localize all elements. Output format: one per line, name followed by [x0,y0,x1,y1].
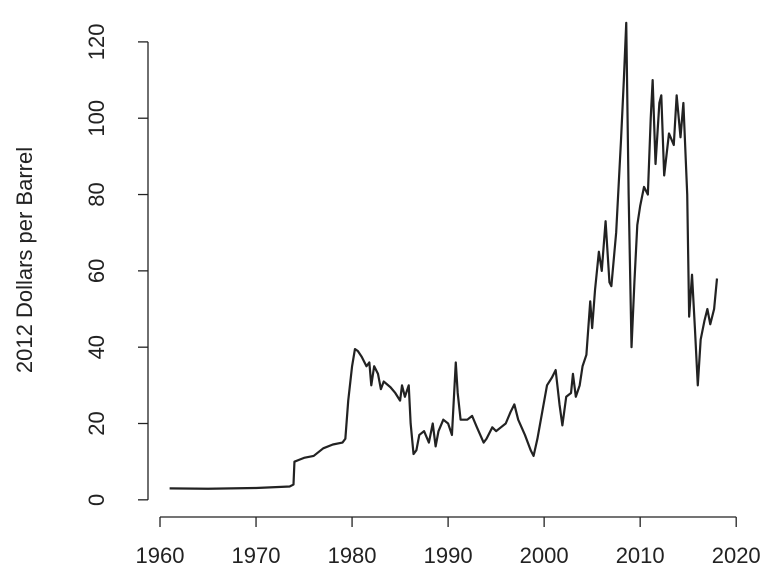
y-tick-label: 0 [84,494,109,506]
y-tick-label: 60 [84,259,109,283]
y-tick-label: 80 [84,182,109,206]
x-tick-label: 2000 [520,543,569,568]
x-tick-label: 2020 [712,543,761,568]
x-tick-label: 1990 [424,543,473,568]
y-tick-label: 40 [84,335,109,359]
x-tick-label: 1970 [232,543,281,568]
y-axis-label: 2012 Dollars per Barrel [12,147,37,373]
y-tick-label: 120 [84,24,109,61]
x-tick-label: 2010 [616,543,665,568]
x-tick-label: 1960 [136,543,185,568]
y-tick-label: 100 [84,100,109,137]
x-tick-label: 1980 [328,543,377,568]
data-line [169,21,719,490]
y-tick-label: 20 [84,411,109,435]
